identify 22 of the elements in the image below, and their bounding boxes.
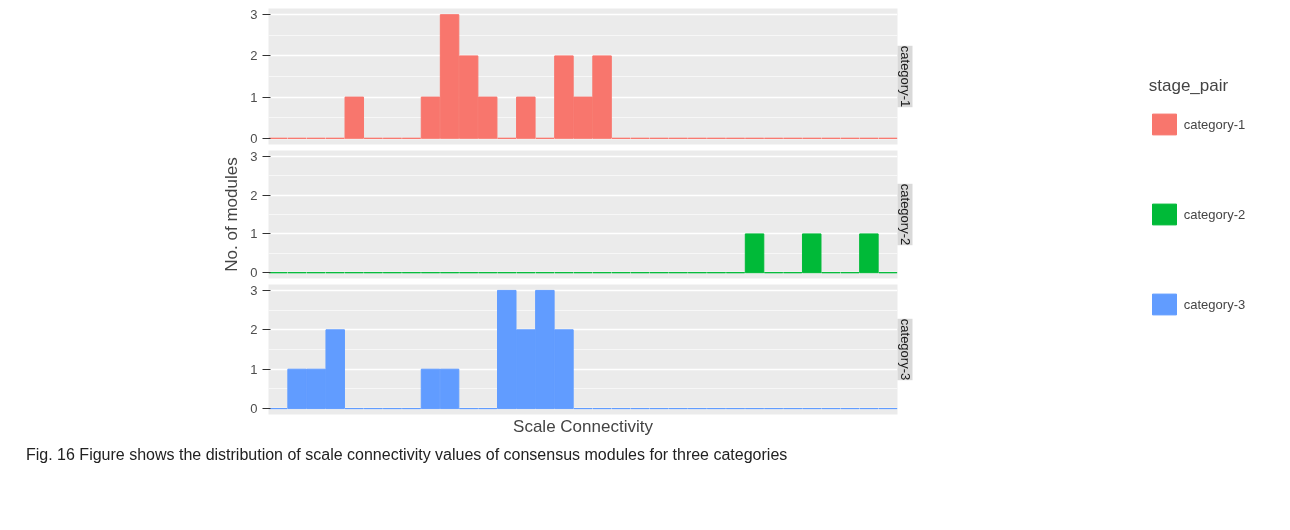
- y-tick-label: 1: [250, 89, 258, 105]
- y-tick-label: 0: [250, 265, 258, 281]
- text: category-1: [897, 45, 913, 108]
- legend-label: category-2: [1183, 205, 1246, 224]
- y-tick-label: 0: [250, 130, 258, 146]
- y-tick-label: 1: [250, 226, 258, 242]
- text: category-2: [897, 183, 913, 246]
- caption: Fig. 16 Figure shows the distribution of scale connectivity values of consensus modules for three categories: [26, 445, 788, 465]
- x-axis-title: Scale Connectivity: [513, 416, 654, 436]
- legend-label: category-1: [1183, 115, 1246, 134]
- y-tick-label: 2: [250, 322, 258, 338]
- y-tick-label: 3: [250, 282, 258, 298]
- y-tick-label: 1: [250, 361, 258, 377]
- legend-label: category-3: [1183, 295, 1246, 314]
- legend-title: stage_pair: [1148, 76, 1230, 96]
- y-tick-label: 0: [250, 401, 258, 417]
- y-tick-label: 3: [250, 7, 258, 23]
- y-axis-title: No. of modules: [222, 157, 242, 272]
- y-tick-label: 2: [250, 48, 258, 64]
- y-tick-label: 2: [250, 187, 258, 203]
- text: category-3: [897, 318, 913, 381]
- y-tick-label: 3: [250, 148, 258, 164]
